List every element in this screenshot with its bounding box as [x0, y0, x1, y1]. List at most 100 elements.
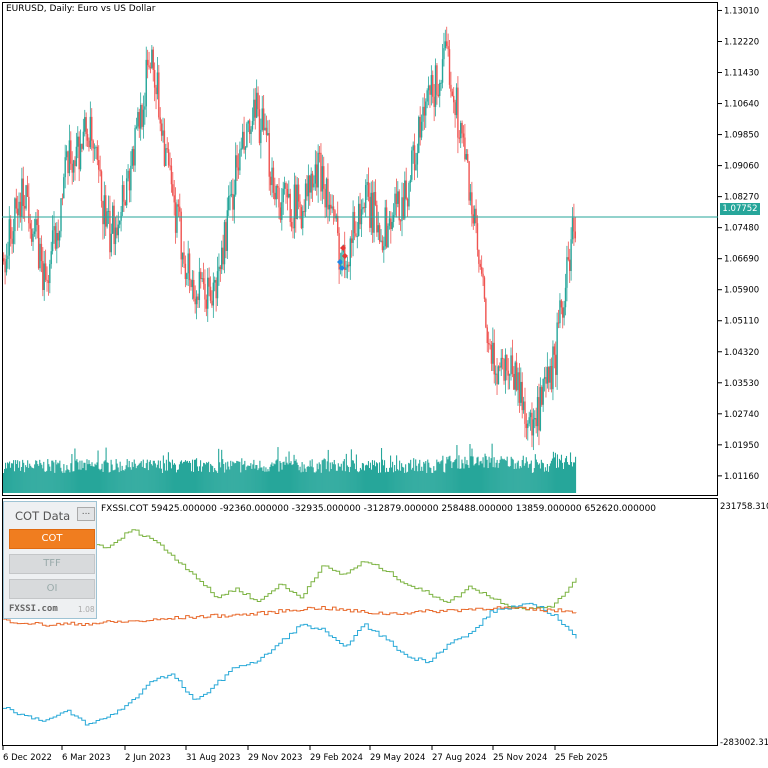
- candle-body: [274, 192, 276, 200]
- volume-bar: [408, 462, 410, 493]
- volume-bar: [178, 464, 181, 493]
- volume-bar: [549, 463, 551, 493]
- volume-bar: [174, 464, 176, 493]
- volume-bar: [330, 468, 332, 493]
- volume-bar: [276, 459, 278, 493]
- candle-body: [535, 418, 537, 427]
- volume-bar: [459, 468, 461, 493]
- candle-body: [328, 204, 331, 210]
- candle-body: [542, 378, 544, 405]
- candle-body: [36, 219, 38, 226]
- volume-bar: [116, 463, 118, 493]
- volume-bar: [189, 462, 192, 493]
- candle-body: [88, 140, 90, 148]
- volume-bar: [507, 466, 509, 493]
- volume-bar: [133, 459, 135, 493]
- volume-bar: [414, 470, 416, 493]
- volume-bar: [554, 452, 556, 493]
- volume-bar: [552, 451, 554, 493]
- volume-bar: [36, 460, 38, 493]
- candle-body: [44, 263, 47, 280]
- candle-body: [35, 219, 37, 232]
- price-tick-label: 1.05900: [724, 286, 759, 296]
- candle-body: [374, 191, 377, 205]
- candle-body: [225, 222, 227, 251]
- volume-bar: [403, 467, 405, 493]
- candle-body: [39, 243, 41, 269]
- candle-body: [139, 104, 142, 129]
- candle-body: [106, 211, 108, 227]
- cot-button[interactable]: COT: [9, 529, 95, 549]
- volume-bar: [440, 461, 442, 493]
- candle-body: [404, 180, 406, 219]
- candle-body: [507, 370, 509, 376]
- volume-bar: [350, 449, 352, 493]
- volume-bar: [489, 462, 491, 493]
- volume-bar: [418, 463, 420, 493]
- candle-body: [85, 117, 87, 135]
- volume-bar: [532, 472, 534, 493]
- volume-bar: [570, 461, 573, 493]
- volume-bar: [504, 460, 506, 493]
- volume-bar: [279, 461, 281, 493]
- price-tick-label: 1.01160: [724, 472, 759, 482]
- volume-bar: [313, 472, 315, 493]
- candle-body: [289, 193, 291, 222]
- candle-body: [29, 223, 31, 229]
- price-tick-label: 1.09850: [724, 131, 759, 141]
- cot-indicator-window[interactable]: FXSSI.COT 59425.000000 -92360.000000 -32…: [2, 498, 718, 746]
- volume-bar: [208, 461, 210, 493]
- candle-body: [42, 261, 44, 291]
- volume-bar: [427, 459, 429, 493]
- volume-bar: [203, 462, 205, 493]
- volume-bar: [138, 463, 140, 493]
- volume-bar: [301, 462, 303, 493]
- volume-bar: [566, 462, 569, 493]
- volume-bar: [17, 460, 19, 493]
- oi-button[interactable]: OI: [9, 579, 95, 599]
- volume-bar: [316, 463, 318, 493]
- candle-body: [279, 207, 282, 220]
- candle-body: [487, 343, 490, 345]
- minimize-button[interactable]: ...: [77, 507, 95, 521]
- volume-bar: [95, 465, 97, 493]
- candle-body: [441, 59, 444, 83]
- volume-bar: [9, 461, 11, 493]
- volume-bar: [93, 466, 95, 493]
- volume-bar: [522, 455, 524, 493]
- volume-bar: [521, 460, 523, 493]
- fxssi-brand[interactable]: FXSSI.com: [9, 604, 58, 614]
- volume-bar: [110, 459, 112, 493]
- candle-body: [151, 49, 153, 68]
- candle-body: [330, 204, 332, 209]
- volume-bar: [551, 458, 553, 493]
- volume-bar: [345, 453, 347, 493]
- volume-bar: [458, 455, 460, 493]
- volume-bar: [81, 460, 83, 493]
- volume-bar: [214, 468, 216, 493]
- volume-bar: [308, 466, 310, 493]
- candle-body: [472, 214, 474, 224]
- volume-bar: [289, 463, 291, 493]
- volume-bar: [145, 463, 147, 493]
- candle-body: [144, 106, 146, 110]
- volume-bar: [509, 465, 511, 493]
- candle-body: [546, 367, 549, 384]
- volume-bar: [341, 470, 343, 493]
- candle-body: [402, 197, 405, 219]
- volume-bar: [315, 471, 317, 493]
- candle-body: [201, 278, 203, 280]
- volume-bar: [498, 463, 500, 493]
- volume-bar: [258, 468, 260, 493]
- candle-body: [181, 252, 184, 260]
- price-chart[interactable]: EURUSD, Daily: Euro vs US Dollar: [2, 2, 718, 496]
- price-tick-label: 1.10640: [724, 100, 759, 110]
- candle-body: [490, 345, 493, 364]
- tff-button[interactable]: TFF: [9, 554, 95, 574]
- candle-body: [479, 263, 481, 267]
- volume-bar: [398, 470, 400, 493]
- candle-body: [162, 130, 164, 136]
- candle-body: [98, 160, 100, 170]
- candle-body: [236, 155, 238, 168]
- candle-body: [318, 152, 321, 154]
